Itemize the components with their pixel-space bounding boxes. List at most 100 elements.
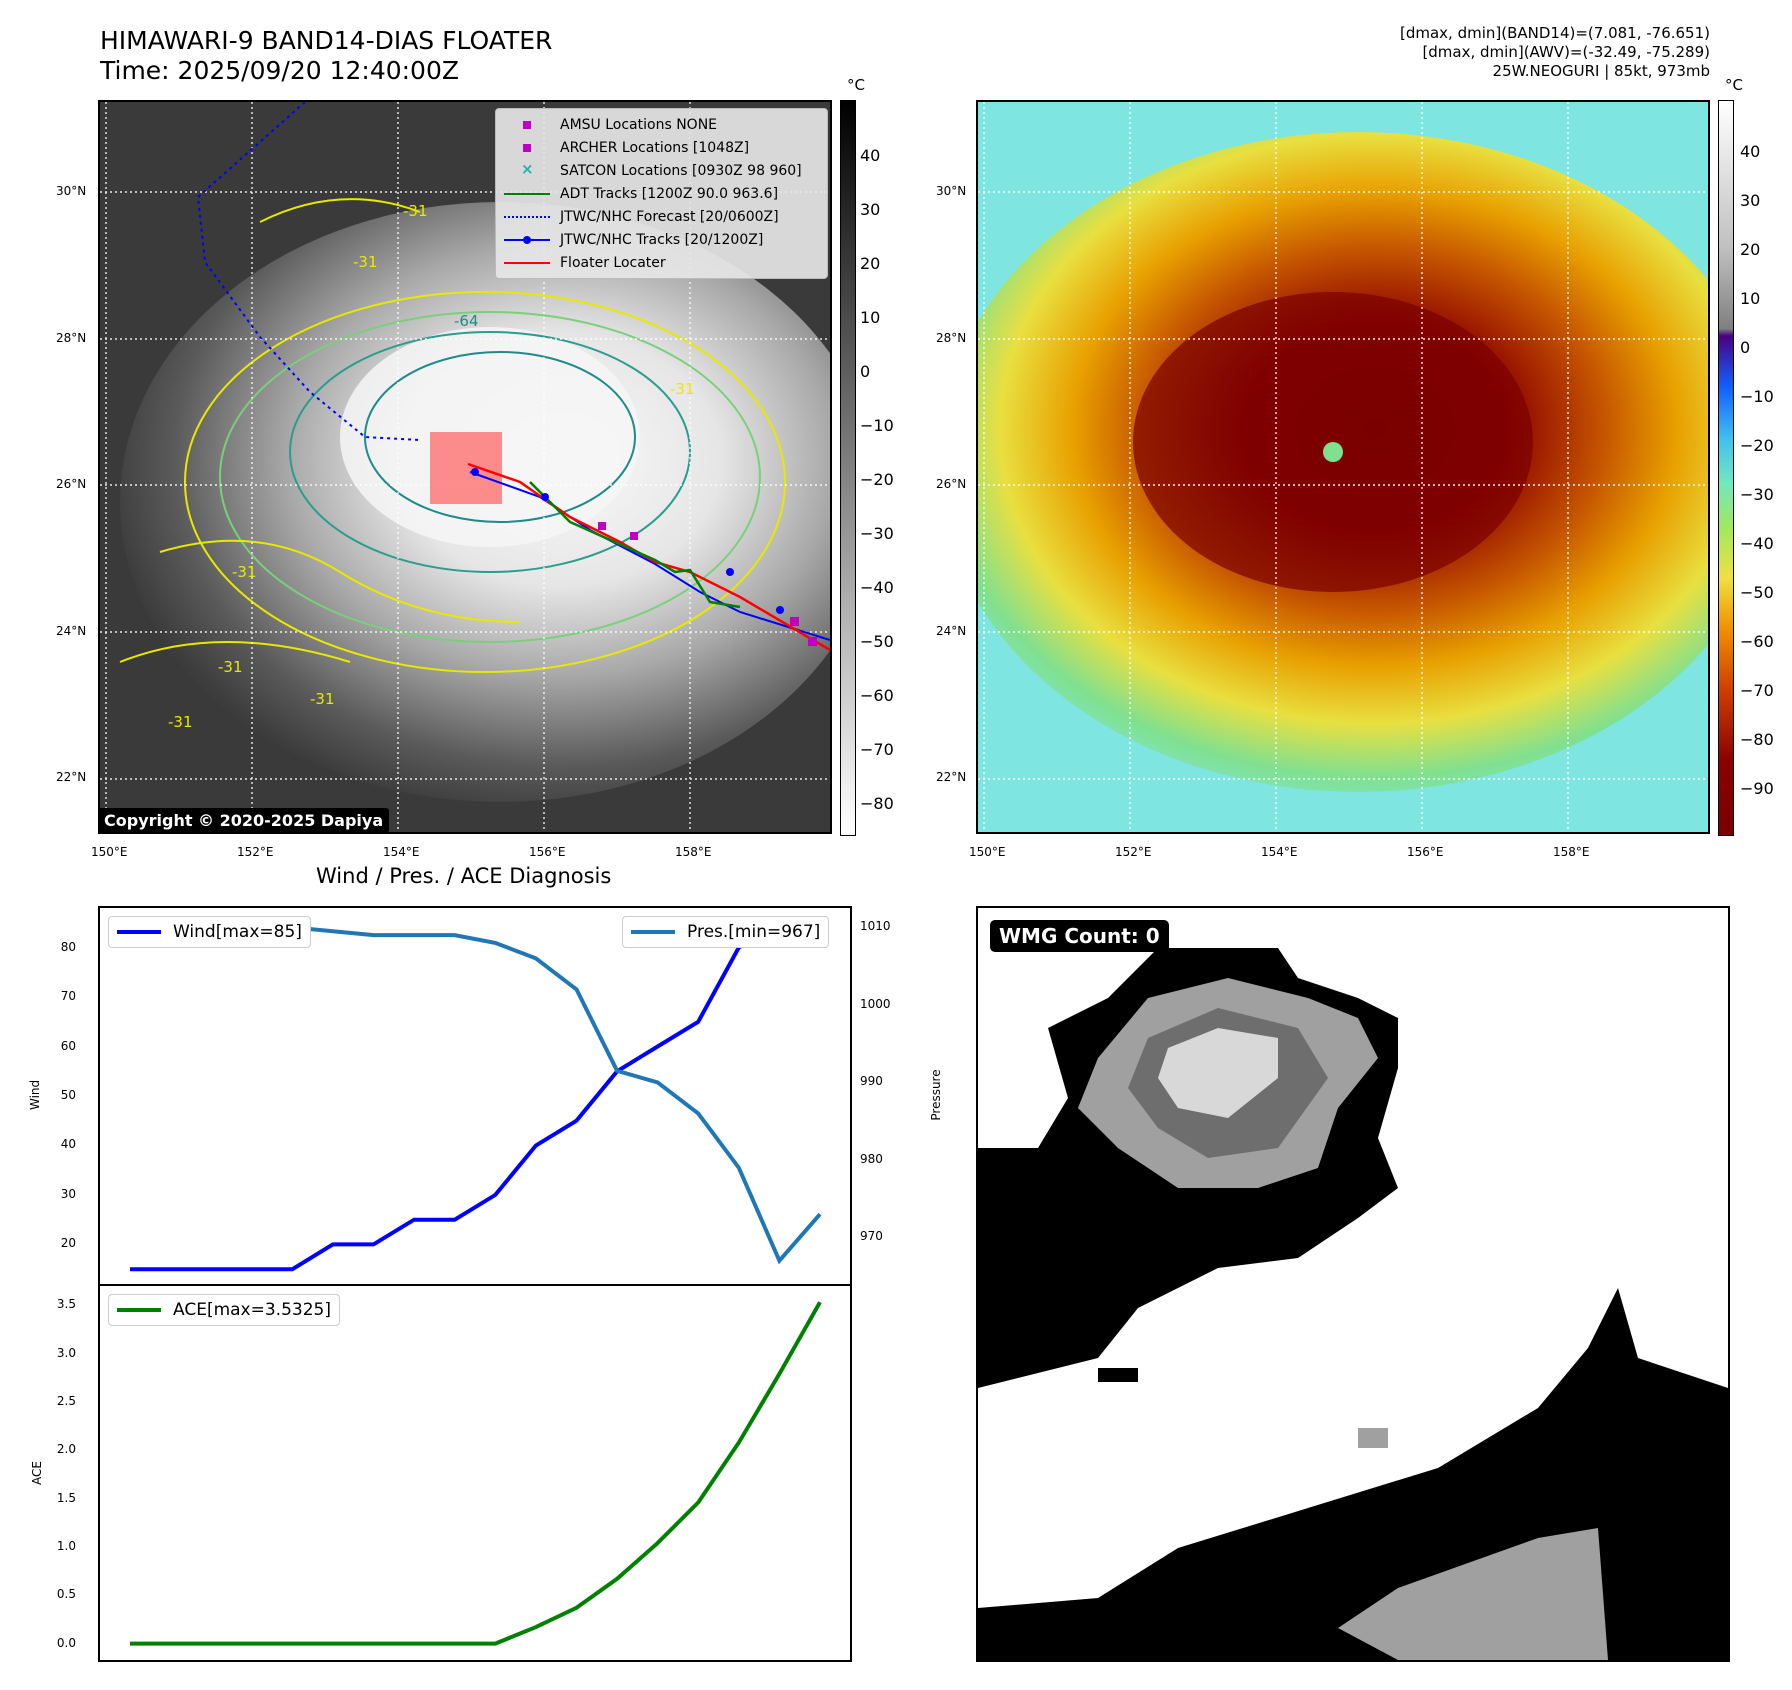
ace-series-line <box>130 1301 822 1646</box>
right-map-svg <box>978 102 1708 832</box>
axis-tick-label: 60 <box>60 1038 76 1053</box>
colorbar-tick: 30 <box>860 200 881 219</box>
left-colorbar <box>840 100 856 836</box>
lat-label: 24°N <box>56 623 87 638</box>
axis-tick-label: 0.0 <box>56 1635 76 1650</box>
axis-tick-label: 2.5 <box>56 1393 76 1408</box>
lon-label: 154°E <box>1261 845 1298 859</box>
colorbar-tick: −30 <box>1740 485 1774 504</box>
legend-symbol <box>504 119 550 131</box>
ace-legend-label: ACE[max=3.5325] <box>173 1300 331 1320</box>
floater-box <box>430 432 502 504</box>
contour-label: -31 <box>310 690 335 708</box>
legend-item: Floater Locater <box>504 251 819 274</box>
colorbar-tick: 20 <box>1740 240 1761 259</box>
page-title: HIMAWARI-9 BAND14-DIAS FLOATER Time: 202… <box>100 26 553 85</box>
axis-tick-label: 40 <box>60 1137 76 1152</box>
wmg-svg <box>978 948 1728 1660</box>
wind-pres-chart <box>98 906 852 1286</box>
wind-legend-line <box>117 930 161 934</box>
ace-svg <box>130 1301 822 1646</box>
axis-tick-label: 1000 <box>860 996 891 1011</box>
lat-label: 22°N <box>56 770 87 784</box>
legend-symbol <box>504 142 550 154</box>
ace-chart <box>98 1284 852 1662</box>
jtwc-forecast-track <box>196 102 421 441</box>
lat-label: 30°N <box>936 184 967 198</box>
legend-label: SATCON Locations [0930Z 98 960] <box>560 162 802 179</box>
legend-label: Floater Locater <box>560 254 666 271</box>
info-awv: [dmax, dmin](AWV)=(-32.49, -75.289) <box>1422 43 1710 61</box>
colorbar-tick: −90 <box>1740 779 1774 798</box>
axis-tick-label: 1010 <box>860 919 891 934</box>
legend-label: ARCHER Locations [1048Z] <box>560 139 750 156</box>
left-map: -31 -31 -31 -64 -31 -31 -31 -31 AMSU Loc… <box>98 100 832 834</box>
axis-tick-label: 30 <box>60 1186 76 1201</box>
wind-pres-svg <box>130 920 822 1272</box>
colorbar-tick: 0 <box>1740 338 1751 357</box>
axis-tick-label: 3.5 <box>56 1297 76 1312</box>
wind-axis-label: Wind <box>28 1079 42 1110</box>
legend-item: JTWC/NHC Forecast [20/0600Z] <box>504 205 819 228</box>
legend-item: ARCHER Locations [1048Z] <box>504 136 819 159</box>
axis-tick-label: 2.0 <box>56 1442 76 1457</box>
colorbar-tick: −50 <box>1740 583 1774 602</box>
wmg-count-badge: WMG Count: 0 <box>990 920 1169 952</box>
lat-label: 28°N <box>936 330 967 345</box>
colorbar-tick: −60 <box>860 686 894 705</box>
lon-label: 156°E <box>529 845 566 859</box>
ace-legend: ACE[max=3.5325] <box>108 1294 340 1326</box>
pressure-series-line <box>130 925 822 1265</box>
right-map <box>976 100 1710 834</box>
lat-label: 24°N <box>936 623 967 638</box>
colorbar-tick: −10 <box>860 416 894 435</box>
lon-label: 150°E <box>969 845 1006 859</box>
colorbar-tick: −20 <box>860 470 894 489</box>
colorbar-tick: 20 <box>860 254 881 273</box>
lon-label: 158°E <box>675 845 712 859</box>
right-colorbar-unit: °C <box>1725 76 1743 94</box>
axis-tick-label: 980 <box>860 1151 883 1166</box>
colorbar-tick: −80 <box>860 794 894 813</box>
wind-legend-label: Wind[max=85] <box>173 922 302 942</box>
legend-item: JTWC/NHC Tracks [20/1200Z] <box>504 228 819 251</box>
legend-symbol <box>504 211 550 223</box>
colorbar-tick: −80 <box>1740 730 1774 749</box>
jtwc-track-points <box>471 468 784 614</box>
colorbar-tick: 40 <box>1740 142 1761 161</box>
axis-tick-label: 1.0 <box>56 1538 76 1553</box>
lon-label: 154°E <box>383 845 420 859</box>
lat-label: 26°N <box>936 477 967 491</box>
wmg-dot <box>1008 1268 1024 1282</box>
contour-label: -31 <box>168 713 193 731</box>
colorbar-tick: 0 <box>860 362 871 381</box>
wmg-panel <box>976 906 1730 1662</box>
diagnosis-title: Wind / Pres. / ACE Diagnosis <box>316 864 612 888</box>
lon-label: 150°E <box>91 845 128 859</box>
axis-tick-label: 3.0 <box>56 1345 76 1360</box>
axis-tick-label: 0.5 <box>56 1587 76 1602</box>
info-band14: [dmax, dmin](BAND14)=(7.081, -76.651) <box>1399 24 1710 42</box>
legend-label: JTWC/NHC Tracks [20/1200Z] <box>560 231 764 248</box>
pres-legend: Pres.[min=967] <box>622 916 830 948</box>
axis-tick-label: 990 <box>860 1074 883 1089</box>
lon-label: 152°E <box>1115 845 1152 859</box>
left-map-legend: AMSU Locations NONE ARCHER Locations [104… <box>495 108 828 279</box>
info-block: [dmax, dmin](BAND14)=(7.081, -76.651) [d… <box>1400 24 1710 81</box>
lat-label: 28°N <box>56 330 87 345</box>
lat-label: 30°N <box>56 184 87 198</box>
colorbar-tick: −30 <box>860 524 894 543</box>
legend-item: × SATCON Locations [0930Z 98 960] <box>504 159 819 182</box>
axis-tick-label: 1.5 <box>56 1490 76 1505</box>
wind-series-line <box>130 920 820 1272</box>
axis-tick-label: 70 <box>60 989 76 1004</box>
contour-label: -31 <box>353 253 378 271</box>
pres-legend-label: Pres.[min=967] <box>687 922 821 942</box>
wmg-blob <box>1358 1428 1388 1448</box>
colorbar-tick: −60 <box>1740 632 1774 651</box>
colorbar-tick: 10 <box>1740 289 1761 308</box>
contour-label: -31 <box>670 380 695 398</box>
lon-label: 156°E <box>1407 845 1444 859</box>
colorbar-tick: −20 <box>1740 436 1774 455</box>
lon-label: 152°E <box>237 845 274 859</box>
